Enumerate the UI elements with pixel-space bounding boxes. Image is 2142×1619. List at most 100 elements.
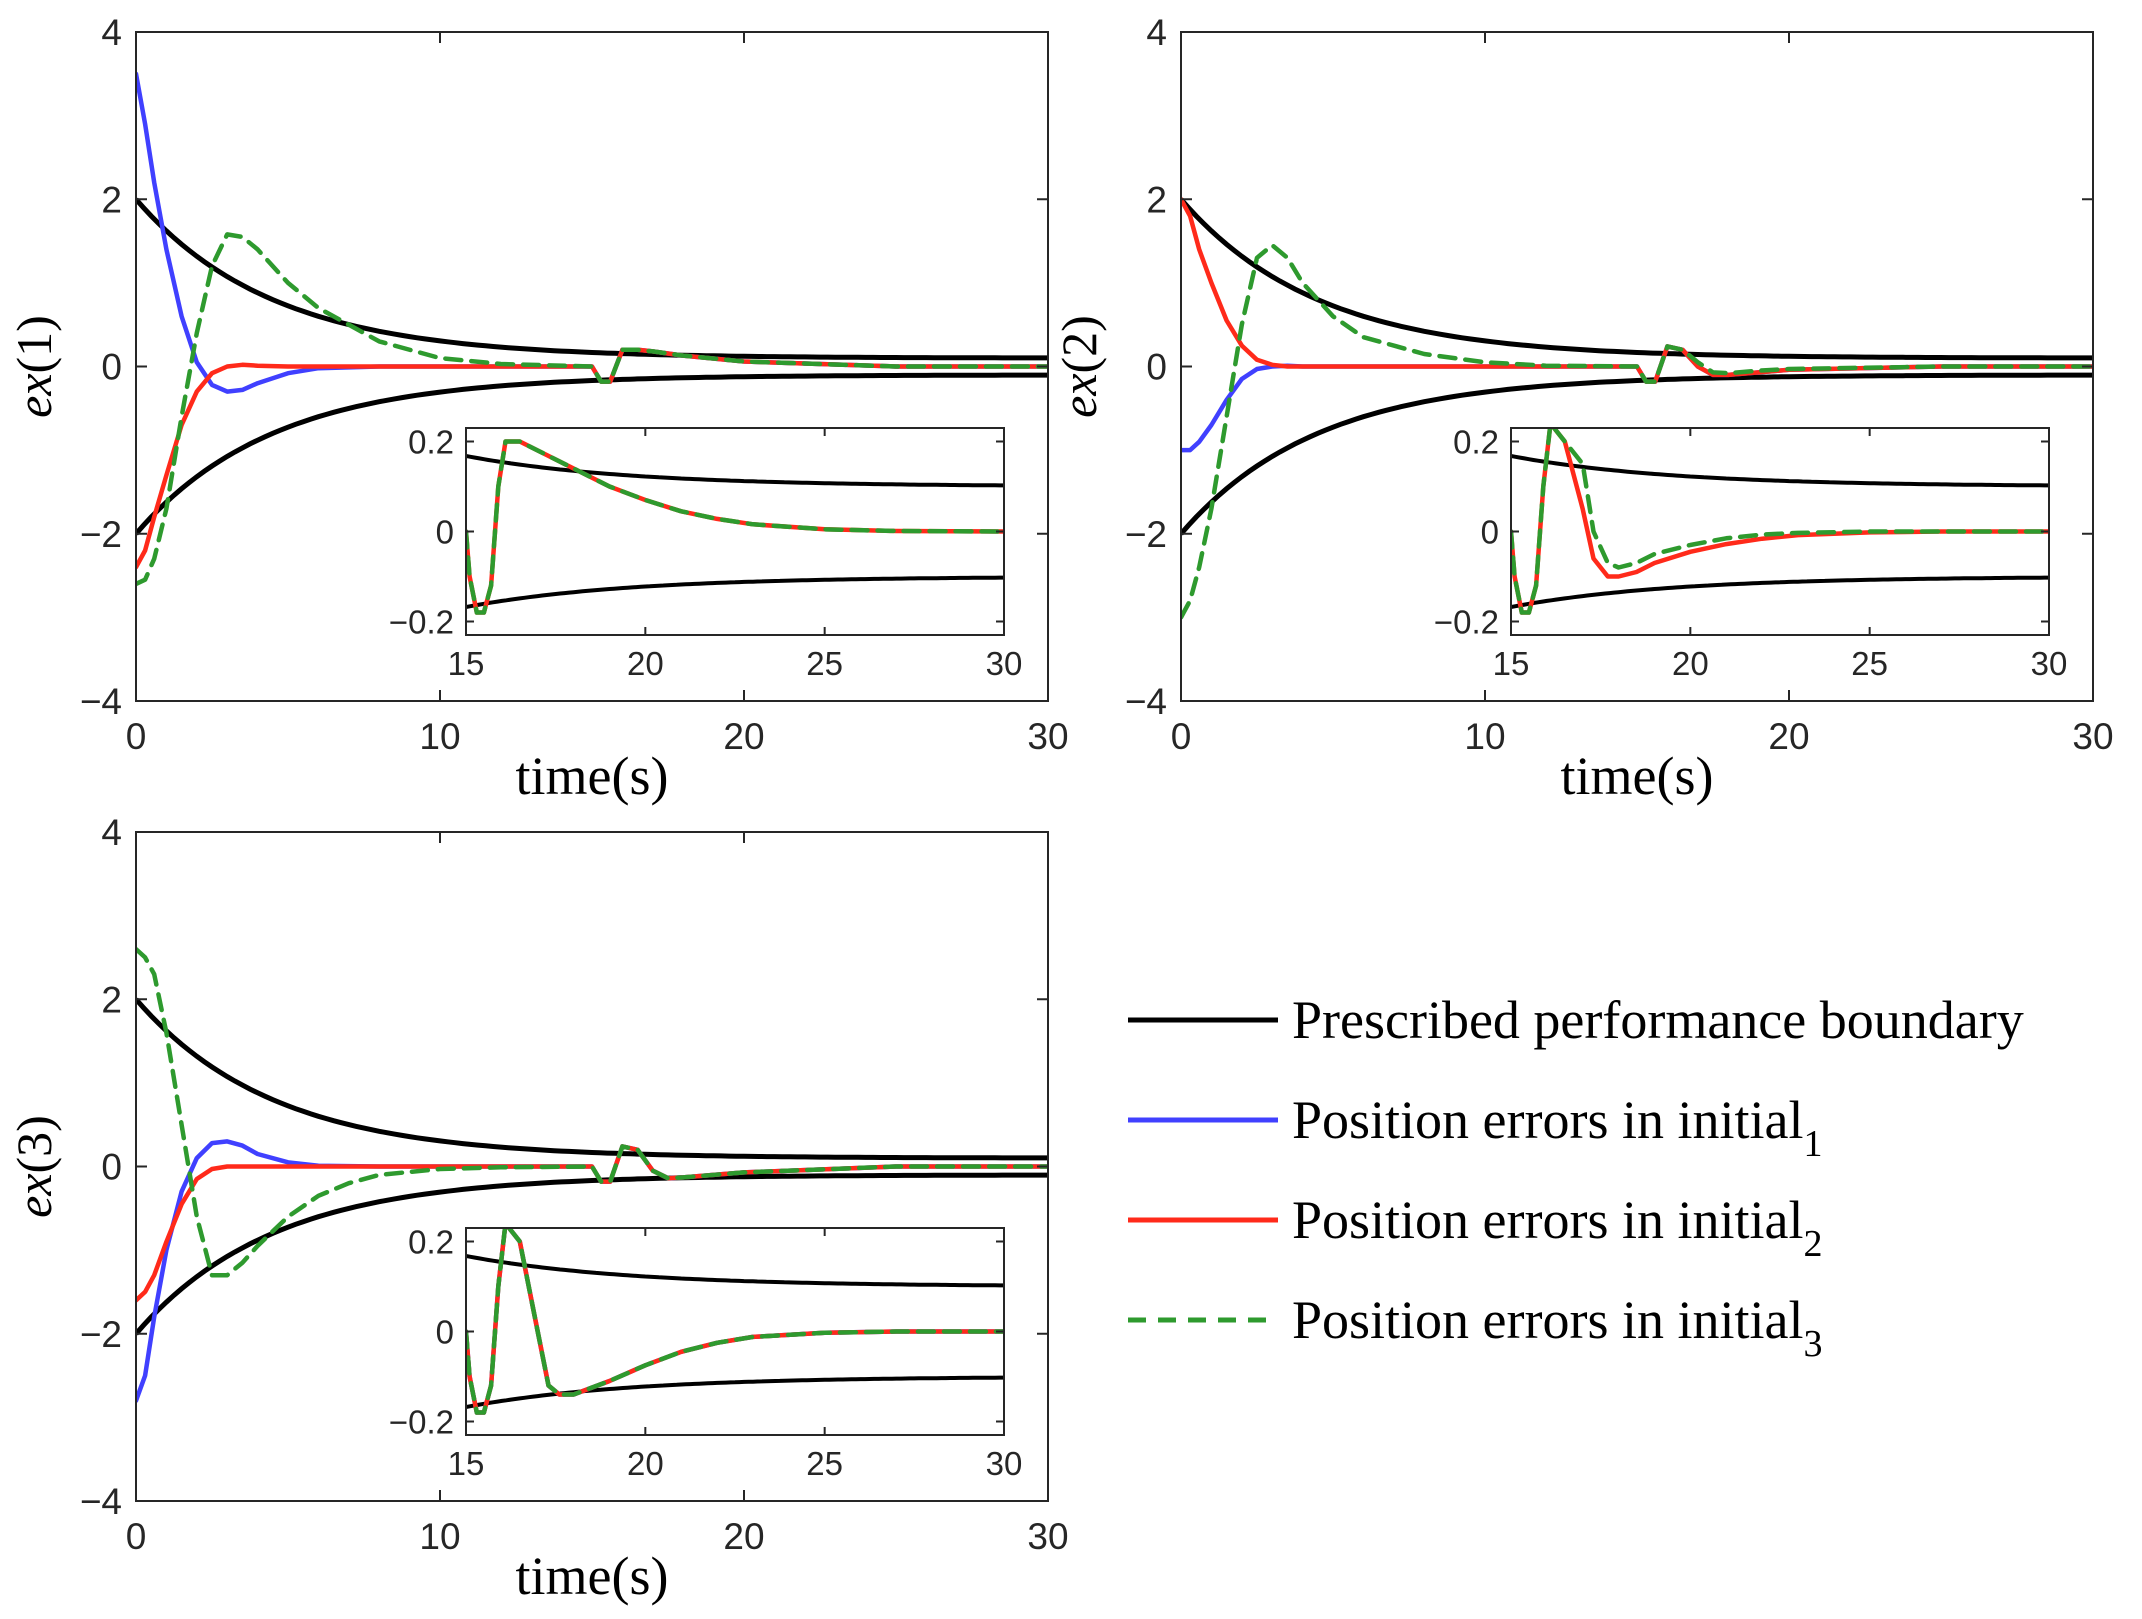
ex1-ytick-label: 2 <box>101 179 122 220</box>
ex2-ytick-label: −2 <box>1125 514 1167 555</box>
ex1-inset-boundary-lower <box>466 575 1004 609</box>
ex3-xtick-label: 0 <box>126 1516 147 1557</box>
legend-label-initial_2: Position errors in initial2 <box>1292 1190 1822 1265</box>
ex2-ytick-label: 2 <box>1146 179 1167 220</box>
ex2-lines <box>1181 197 2093 620</box>
ex1-inset-ytick-label: 0 <box>436 514 454 551</box>
legend-label-text: Position errors in initial <box>1292 1090 1803 1150</box>
ex1-y-axis-label: ex(1) <box>6 315 62 418</box>
ex3-x-axis-label: time(s) <box>516 1546 669 1606</box>
ex1-series-initial_3 <box>136 232 1048 587</box>
subplot-ex1: 0 10 20 30 −4 −2 0 2 4 time(s) ex(1) 15 20 25 30 −0.2 0 0… <box>6 12 1069 806</box>
ex2-series-initial_3 <box>1181 242 2093 620</box>
legend-label-text: Prescribed performance boundary <box>1292 990 2024 1050</box>
ex1-inset-ytick-label: 0.2 <box>408 424 454 461</box>
ex3-inset-series-initial_3 <box>466 1228 1004 1415</box>
legend-label-subscript: 3 <box>1803 1323 1822 1365</box>
legend-label-text: Position errors in initial <box>1292 1290 1803 1350</box>
legend-label-initial_3: Position errors in initial3 <box>1292 1290 1822 1365</box>
ex1-lines <box>136 71 1048 587</box>
ex3-inset-boundary-upper <box>466 1254 1004 1288</box>
ex3-boundary-lower <box>136 1172 1048 1336</box>
ex2-inset-ytick-label: 0.2 <box>1453 424 1499 461</box>
legend: Prescribed performance boundary Position … <box>1128 990 2024 1365</box>
legend-label-text: Position errors in initial <box>1292 1190 1803 1250</box>
ex2-inset: 15 20 25 30 −0.2 0 0.2 <box>1434 424 2068 683</box>
legend-label-boundary: Prescribed performance boundary <box>1292 990 2024 1050</box>
ex2-xtick-label: 30 <box>2072 716 2113 757</box>
ex1-inset-ytick-label: −0.2 <box>389 604 454 641</box>
ex1-ytick-label: 0 <box>101 347 122 388</box>
ex3-inset-xtick-label: 20 <box>627 1445 664 1482</box>
ex1-inset-xtick-label: 20 <box>627 645 664 682</box>
ex3-inset-ytick-label: 0 <box>436 1314 454 1351</box>
ex3-inset-xtick-label: 30 <box>986 1445 1023 1482</box>
ex2-xtick-label: 10 <box>1464 716 1505 757</box>
ex1-y-axis-label-var: ex <box>6 373 62 417</box>
ex3-inset-ytick-label: 0.2 <box>408 1224 454 1261</box>
ex2-y-axis-label: ex(2) <box>1051 315 1107 418</box>
ex2-inset-ytick-label: 0 <box>1481 514 1499 551</box>
ex2-inset-xtick-label: 30 <box>2031 645 2068 682</box>
ex2-boundary-upper <box>1181 197 2093 361</box>
ex1-xtick-label: 10 <box>419 716 460 757</box>
ex2-ytick-label: 4 <box>1146 12 1167 53</box>
legend-label-subscript: 1 <box>1803 1123 1822 1165</box>
ex3-ytick-label: 4 <box>101 812 122 853</box>
ex3-y-axis-label: ex(3) <box>6 1115 62 1218</box>
ex1-xtick-label: 20 <box>723 716 764 757</box>
ex1-boundary-upper <box>136 197 1048 361</box>
ex2-inset-xtick-label: 25 <box>1851 645 1888 682</box>
ex3-y-axis-label-index: (3) <box>6 1115 62 1173</box>
ex3-y-axis-label-var: ex <box>6 1173 62 1217</box>
ex2-ytick-label: 0 <box>1146 347 1167 388</box>
ex1-y-axis-label-index: (1) <box>6 315 62 373</box>
ex2-xtick-label: 20 <box>1768 716 1809 757</box>
ex1-inset: 15 20 25 30 −0.2 0 0.2 <box>389 424 1023 683</box>
ex2-inset-ytick-label: −0.2 <box>1434 604 1499 641</box>
ex3-ytick-label: 2 <box>101 979 122 1020</box>
ex3-xtick-label: 10 <box>419 1516 460 1557</box>
ex3-inset-xtick-label: 25 <box>806 1445 843 1482</box>
ex2-ytick-label: −4 <box>1125 681 1167 722</box>
ex1-inset-xtick-label: 30 <box>986 645 1023 682</box>
ex3-ytick-label: −4 <box>80 1481 122 1522</box>
ex2-inset-series-initial_2 <box>1511 428 2049 615</box>
ex2-inset-xtick-label: 20 <box>1672 645 1709 682</box>
ex3-xtick-label: 30 <box>1027 1516 1068 1557</box>
ex2-y-axis-label-index: (2) <box>1051 315 1107 373</box>
legend-label-subscript: 2 <box>1803 1223 1822 1265</box>
ex3-inset: 15 20 25 30 −0.2 0 0.2 <box>389 1224 1023 1483</box>
ex3-xtick-label: 20 <box>723 1516 764 1557</box>
ex1-inset-series-initial_3 <box>466 439 1004 615</box>
ex3-inset-ytick-label: −0.2 <box>389 1404 454 1441</box>
ex3-series-initial_3 <box>136 946 1048 1278</box>
ex2-y-axis-label-var: ex <box>1051 373 1107 417</box>
ex3-boundary-upper <box>136 997 1048 1161</box>
ex1-ytick-label: −4 <box>80 681 122 722</box>
ex1-xtick-label: 30 <box>1027 716 1068 757</box>
ex3-ytick-label: −2 <box>80 1314 122 1355</box>
ex1-inset-xtick-label: 25 <box>806 645 843 682</box>
ex1-inset-lines <box>466 439 1004 615</box>
ex1-x-axis-label: time(s) <box>516 746 669 806</box>
ex2-inset-boundary-upper <box>1511 454 2049 488</box>
subplot-ex2: 0 10 20 30 −4 −2 0 2 4 time(s) ex(2) 15 20 25 30 −0.2 0 0… <box>1051 12 2114 806</box>
ex2-boundary-lower <box>1181 372 2093 536</box>
ex1-ytick-label: −2 <box>80 514 122 555</box>
ex3-ytick-label: 0 <box>101 1147 122 1188</box>
ex2-x-axis-label: time(s) <box>1561 746 1714 806</box>
ex1-inset-xtick-label: 15 <box>448 645 485 682</box>
ex2-inset-xtick-label: 15 <box>1493 645 1530 682</box>
subplot-ex3: 0 10 20 30 −4 −2 0 2 4 time(s) ex(3) 15 20 25 30 −0.2 0 0… <box>6 812 1069 1606</box>
ex2-xtick-label: 0 <box>1171 716 1192 757</box>
ex1-ytick-label: 4 <box>101 12 122 53</box>
ex3-inset-lines <box>466 1228 1004 1415</box>
ex3-inset-xtick-label: 15 <box>448 1445 485 1482</box>
ex1-boundary-lower <box>136 372 1048 536</box>
ex2-inset-boundary-lower <box>1511 575 2049 609</box>
ex2-inset-lines <box>1511 428 2049 615</box>
ex1-xtick-label: 0 <box>126 716 147 757</box>
ex1-inset-boundary-upper <box>466 454 1004 488</box>
